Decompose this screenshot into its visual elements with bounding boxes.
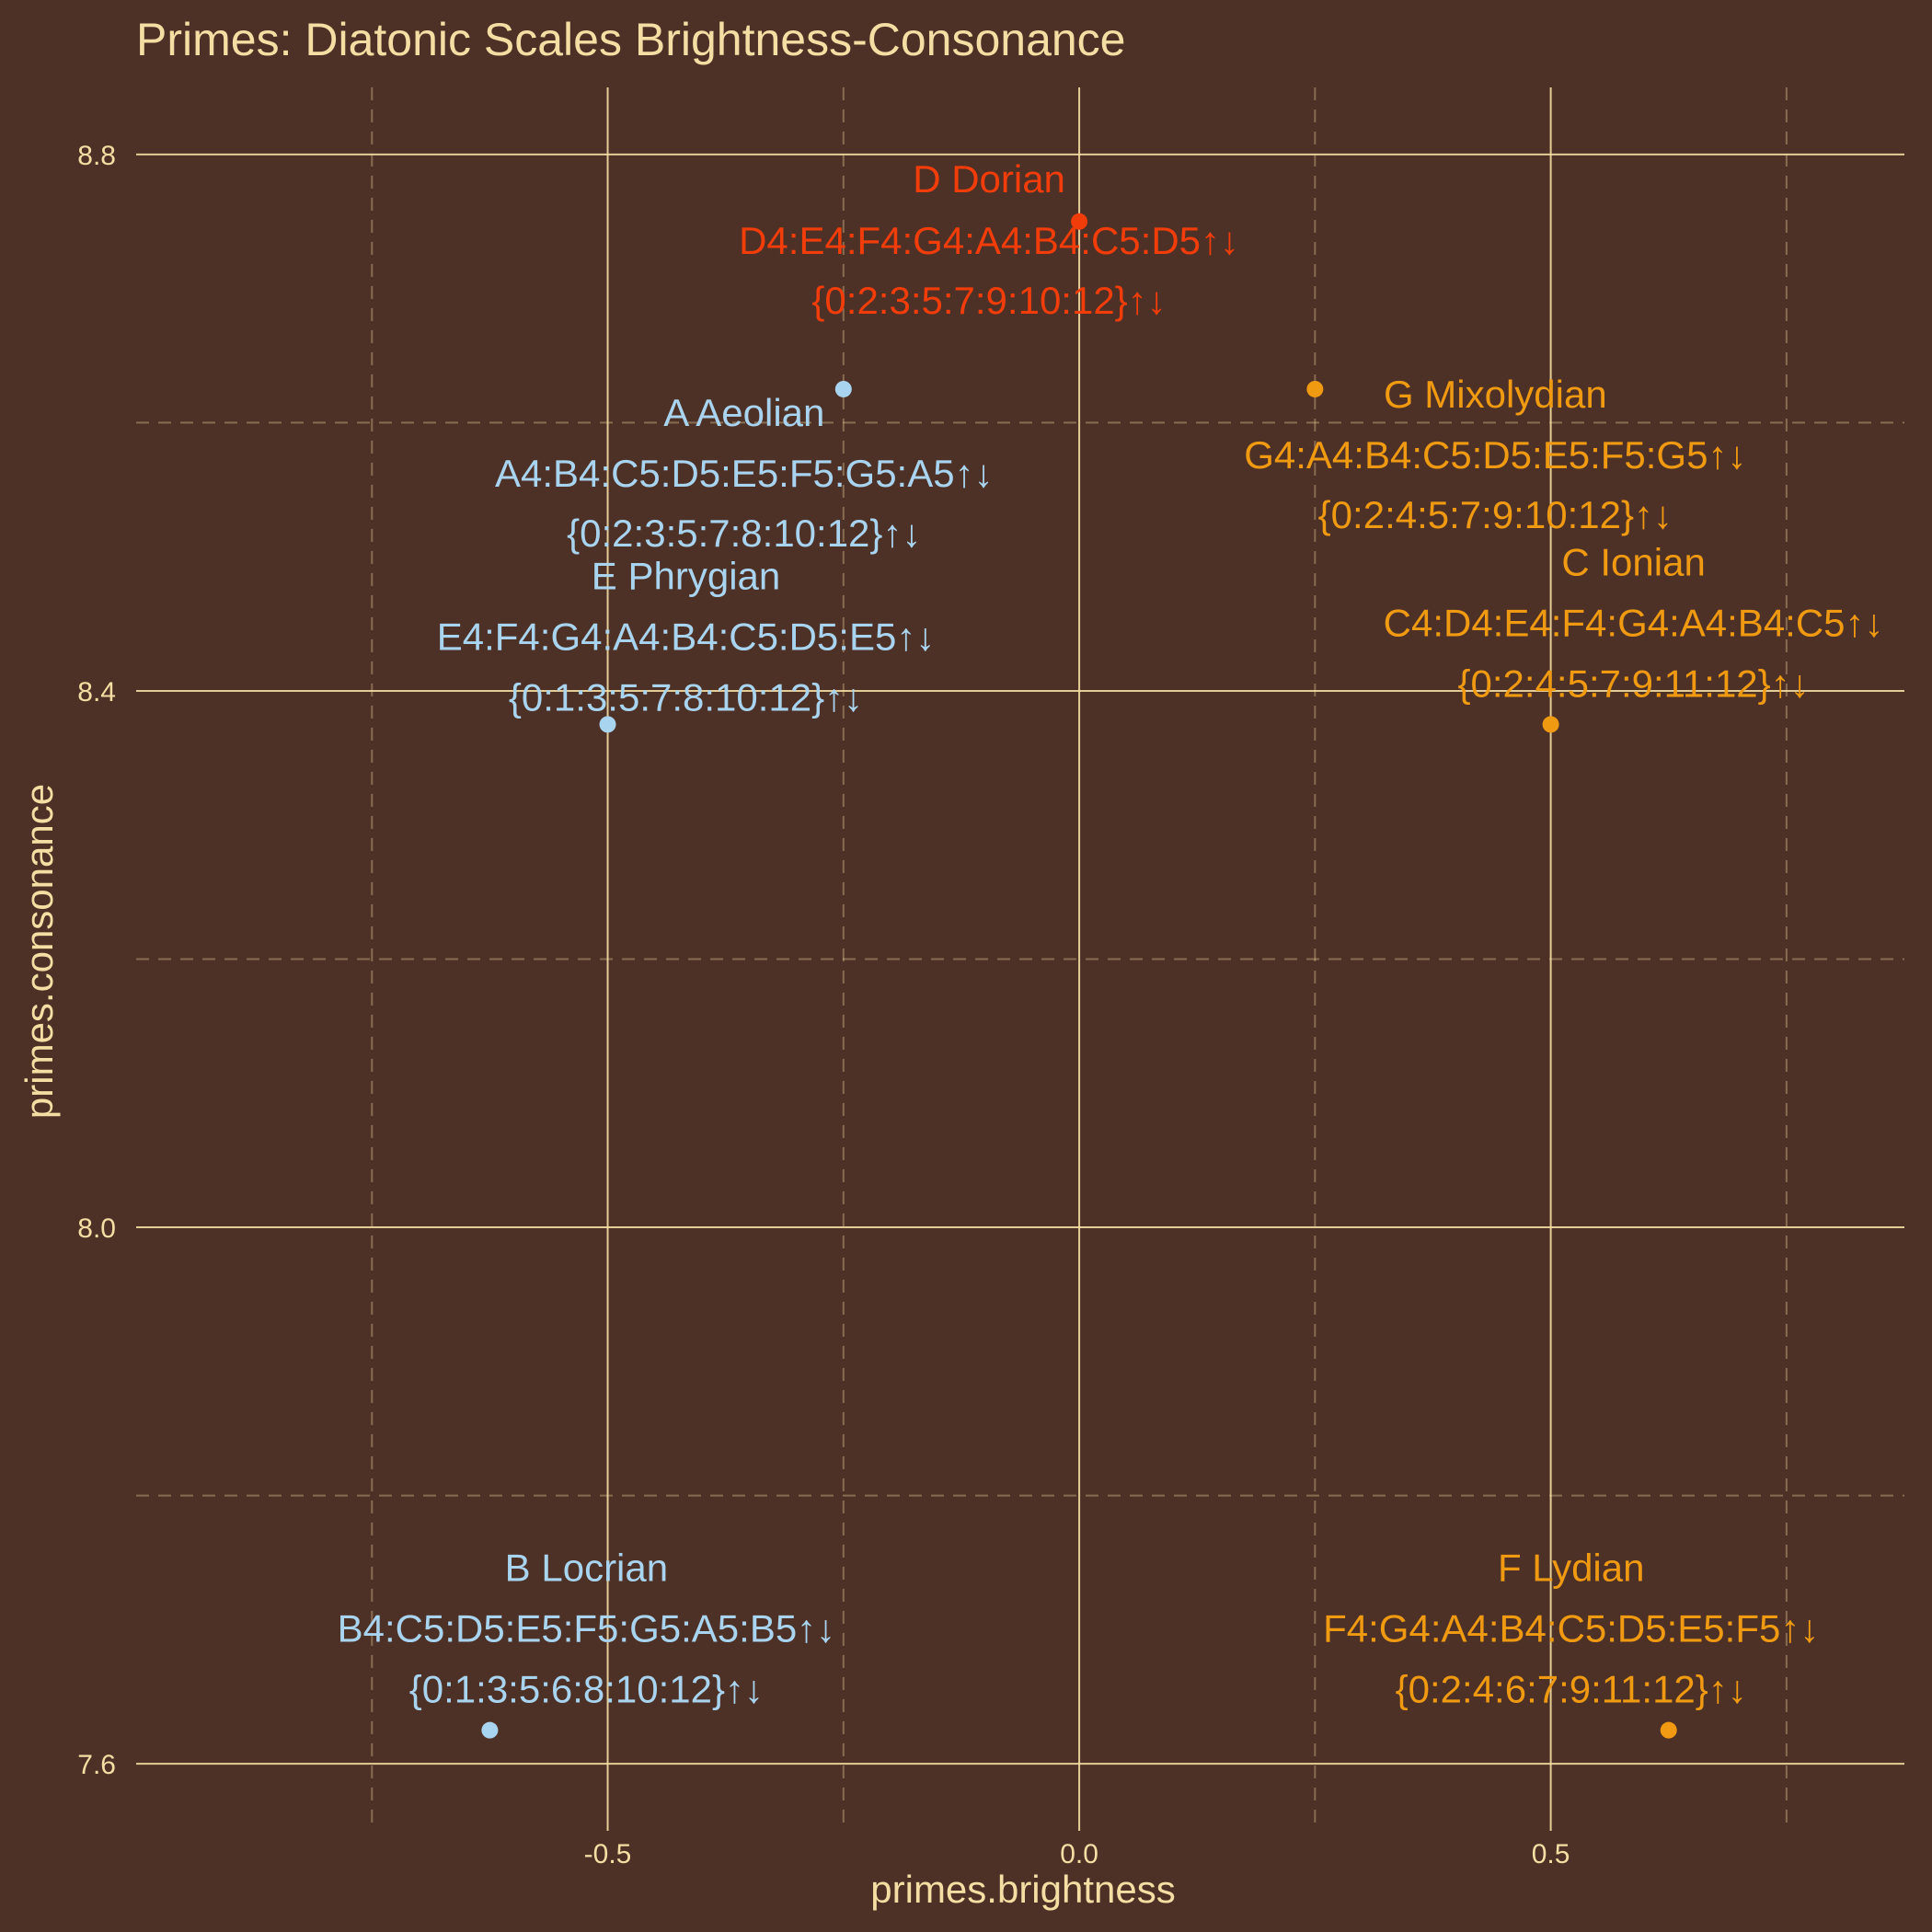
data-point xyxy=(1071,213,1088,230)
point-name-label: A Aeolian xyxy=(663,391,824,434)
point-steps-label: {0:2:3:5:7:9:10:12}↑↓ xyxy=(811,279,1166,322)
x-axis-title: primes.brightness xyxy=(870,1868,1175,1911)
y-tick-label: 8.4 xyxy=(77,677,116,707)
point-name-label: B Locrian xyxy=(505,1547,668,1590)
point-steps-label: {0:2:4:6:7:9:11:12}↑↓ xyxy=(1396,1668,1747,1711)
point-notes-label: A4:B4:C5:D5:E5:F5:G5:A5↑↓ xyxy=(495,452,994,495)
point-name-label: E Phrygian xyxy=(592,554,780,597)
point-steps-label: {0:2:4:5:7:9:11:12}↑↓ xyxy=(1457,661,1809,705)
chart-title: Primes: Diatonic Scales Brightness-Conso… xyxy=(136,14,1126,65)
data-point xyxy=(1660,1721,1677,1739)
data-point xyxy=(481,1721,499,1739)
point-notes-label: D4:E4:F4:G4:A4:B4:C5:D5↑↓ xyxy=(739,219,1239,262)
grid-layer xyxy=(136,87,1904,1831)
point-notes-label: F4:G4:A4:B4:C5:D5:E5:F5↑↓ xyxy=(1323,1607,1819,1650)
point-name-label: F Lydian xyxy=(1498,1547,1645,1590)
data-point xyxy=(599,716,616,733)
point-notes-label: C4:D4:E4:F4:G4:A4:B4:C5↑↓ xyxy=(1384,601,1884,644)
x-tick-label: 0.5 xyxy=(1532,1839,1570,1869)
point-name-label: G Mixolydian xyxy=(1384,373,1607,416)
data-point xyxy=(1306,380,1324,397)
point-steps-label: {0:1:3:5:6:8:10:12}↑↓ xyxy=(409,1668,764,1711)
point-steps-label: {0:1:3:5:7:8:10:12}↑↓ xyxy=(509,675,863,719)
x-tick-label: 0.0 xyxy=(1060,1839,1098,1869)
y-tick-label: 7.6 xyxy=(77,1750,116,1780)
data-point xyxy=(834,380,852,397)
x-tick-label: -0.5 xyxy=(584,1839,632,1869)
y-tick-label: 8.8 xyxy=(77,141,116,171)
point-name-label: C Ionian xyxy=(1561,540,1705,583)
point-notes-label: E4:F4:G4:A4:B4:C5:D5:E5↑↓ xyxy=(437,615,936,658)
point-notes-label: B4:C5:D5:E5:F5:G5:A5:B5↑↓ xyxy=(338,1607,836,1650)
label-layer: D Dorian D4:E4:F4:G4:A4:B4:C5:D5↑↓ {0:2:3:… xyxy=(338,157,1884,1711)
point-steps-label: {0:2:3:5:7:8:10:12}↑↓ xyxy=(567,512,921,555)
point-name-label: D Dorian xyxy=(913,157,1065,201)
point-layer xyxy=(481,213,1677,1739)
data-point xyxy=(1542,716,1559,733)
point-notes-label: G4:A4:B4:C5:D5:E5:F5:G5↑↓ xyxy=(1244,433,1746,477)
point-steps-label: {0:2:4:5:7:9:10:12}↑↓ xyxy=(1318,493,1673,536)
y-tick-label: 8.0 xyxy=(77,1213,116,1244)
tick-layer: -0.5 0.0 0.5 7.6 8.0 8.4 8.8 xyxy=(77,141,1570,1869)
y-axis-title: primes.consonance xyxy=(17,784,61,1119)
